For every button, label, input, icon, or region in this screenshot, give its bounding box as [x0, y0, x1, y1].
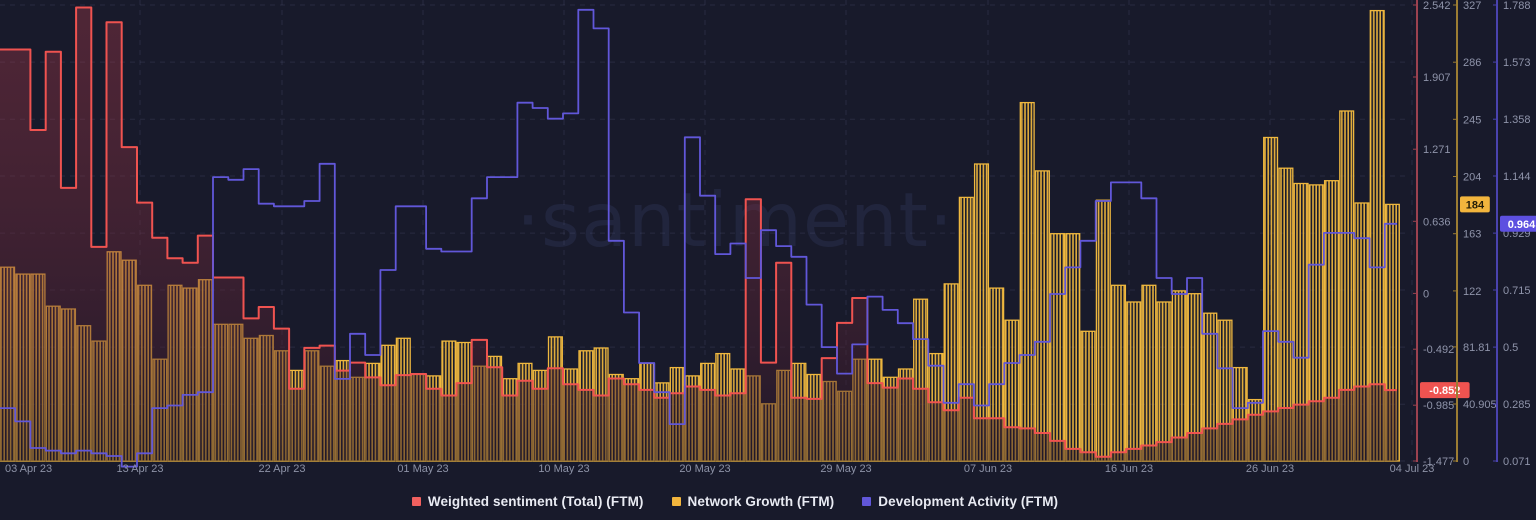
svg-text:0.5: 0.5 [1503, 342, 1518, 354]
legend-item-network-growth[interactable]: Network Growth (FTM) [671, 493, 835, 509]
network-growth-swatch-icon [671, 496, 681, 506]
legend-item-dev-activity[interactable]: Development Activity (FTM) [862, 494, 1058, 509]
legend-item-weighted-sentiment[interactable]: Weighted sentiment (Total) (FTM) [411, 493, 644, 509]
svg-text:1.573: 1.573 [1503, 57, 1531, 69]
svg-text:0.285: 0.285 [1503, 399, 1531, 411]
axis-network-growth: 327 286 245 204 163 122 81.81 40.905 0 184 [1453, 0, 1497, 468]
legend-label: Development Activity (FTM) [878, 493, 1059, 509]
chart-canvas[interactable]: 2.542 1.907 1.271 0.636 0 -0.492 -0.985 -1.477 -… [0, 0, 1536, 491]
svg-text:204: 204 [1463, 172, 1481, 184]
svg-text:0.715: 0.715 [1503, 285, 1531, 297]
svg-text:1.358: 1.358 [1503, 114, 1531, 126]
dev-activity-line[interactable] [0, 8, 1397, 468]
axis-dev-activity-current-badge: 0.964 [1500, 215, 1536, 232]
svg-text:-0.852: -0.852 [1429, 385, 1460, 397]
svg-text:07 Jun 23: 07 Jun 23 [964, 463, 1012, 475]
legend-label: Weighted sentiment (Total) (FTM) [427, 493, 644, 509]
axis-weighted-sentiment: 2.542 1.907 1.271 0.636 0 -0.492 -0.985 -1.477 -… [1413, 0, 1470, 468]
svg-text:26 Jun 23: 26 Jun 23 [1246, 463, 1294, 475]
svg-text:-1.477: -1.477 [1423, 456, 1454, 468]
svg-text:13 Apr 23: 13 Apr 23 [116, 463, 163, 475]
svg-text:04 Jul 23: 04 Jul 23 [1390, 463, 1435, 475]
svg-text:0.964: 0.964 [1508, 219, 1536, 231]
legend-label: Network Growth (FTM) [687, 493, 835, 509]
svg-text:10 May 23: 10 May 23 [538, 463, 589, 475]
svg-text:1.271: 1.271 [1423, 144, 1451, 156]
svg-text:327: 327 [1463, 0, 1481, 12]
svg-text:0: 0 [1423, 288, 1429, 300]
svg-text:40.905: 40.905 [1463, 399, 1497, 411]
axis-dev-activity: 1.7881.5731.3581.1440.9290.7150.50.2850.… [1493, 0, 1536, 468]
svg-text:1.907: 1.907 [1423, 72, 1451, 84]
axis-network-growth-current-badge: 184 [1460, 196, 1490, 213]
svg-text:01 May 23: 01 May 23 [397, 463, 448, 475]
svg-text:1.788: 1.788 [1503, 0, 1531, 12]
x-axis-labels: 03 Apr 23 13 Apr 23 22 Apr 23 01 May 23 10 M… [5, 463, 1434, 475]
svg-text:22 Apr 23: 22 Apr 23 [258, 463, 305, 475]
svg-text:245: 245 [1463, 114, 1481, 126]
svg-text:16 Jun 23: 16 Jun 23 [1105, 463, 1153, 475]
svg-text:184: 184 [1466, 199, 1485, 211]
svg-text:286: 286 [1463, 57, 1481, 69]
svg-text:1.144: 1.144 [1503, 171, 1531, 183]
axis-weighted-sentiment-current-badge: -0.852 [1420, 382, 1470, 399]
dev-activity-swatch-icon [862, 496, 872, 506]
svg-text:0: 0 [1463, 456, 1469, 468]
svg-text:0.636: 0.636 [1423, 216, 1451, 228]
svg-text:163: 163 [1463, 229, 1481, 241]
svg-text:122: 122 [1463, 286, 1481, 298]
svg-text:-0.492: -0.492 [1423, 344, 1454, 356]
svg-text:20 May 23: 20 May 23 [679, 463, 730, 475]
svg-text:29 May 23: 29 May 23 [820, 463, 871, 475]
svg-text:2.542: 2.542 [1423, 0, 1451, 12]
chart-legend: Weighted sentiment (Total) (FTM) Network… [0, 490, 1470, 512]
weighted-sentiment-swatch-icon [411, 496, 421, 506]
svg-text:81.81: 81.81 [1463, 342, 1491, 354]
weighted-sentiment-line[interactable] [0, 6, 1397, 458]
svg-text:-0.985: -0.985 [1423, 400, 1454, 412]
svg-text:0.071: 0.071 [1503, 456, 1531, 468]
svg-text:03 Apr 23: 03 Apr 23 [5, 463, 52, 475]
